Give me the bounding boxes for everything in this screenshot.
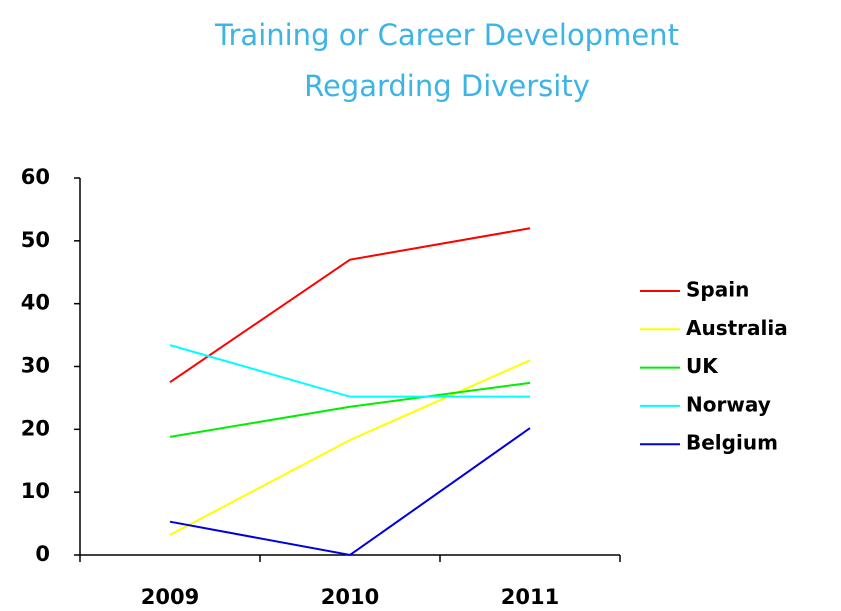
series-line xyxy=(169,344,530,398)
legend-label: Spain xyxy=(686,278,749,302)
y-tick-label: 10 xyxy=(21,479,50,503)
x-tick-label: 2009 xyxy=(141,585,199,609)
legend-label: UK xyxy=(686,354,719,378)
series-line xyxy=(169,381,531,438)
y-tick-label: 0 xyxy=(35,542,50,566)
legend-label: Belgium xyxy=(686,431,778,455)
chart-title: Training or Career Development xyxy=(214,18,679,52)
series-line xyxy=(169,227,531,384)
legend-label: Norway xyxy=(686,392,771,416)
y-tick-label: 50 xyxy=(21,228,50,252)
y-tick-label: 60 xyxy=(21,165,50,189)
y-tick-label: 30 xyxy=(21,354,50,378)
series-line xyxy=(169,427,531,557)
chart-title: Regarding Diversity xyxy=(304,69,590,103)
x-tick-label: 2010 xyxy=(321,585,379,609)
series-line xyxy=(169,359,531,536)
y-tick-label: 20 xyxy=(21,416,50,440)
y-tick-label: 40 xyxy=(21,291,50,315)
x-tick-label: 2011 xyxy=(501,585,559,609)
legend-label: Australia xyxy=(686,316,788,340)
